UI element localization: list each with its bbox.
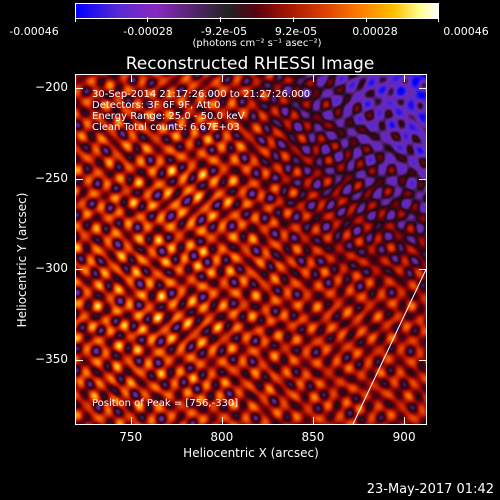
y-tick <box>419 87 427 89</box>
x-tick <box>404 74 406 82</box>
x-tick <box>404 417 406 425</box>
colorbar-label-1: -0.00028 <box>123 25 173 38</box>
colorbar-label-2: -9.2e-05 <box>200 25 248 38</box>
chart-title: Reconstructed RHESSI Image <box>125 54 375 74</box>
x-tick-label: 900 <box>392 430 416 444</box>
annotation-clean: Clean Total counts: 6.67E+03 <box>92 122 240 133</box>
colorbar <box>75 3 439 19</box>
image-plot-area[interactable]: 30-Sep-2014 21:17:26.000 to 21:27:26.000… <box>75 74 427 425</box>
colorbar-label-3: 9.2e-05 <box>274 25 318 38</box>
colorbar-label-5: 0.00046 <box>443 25 489 38</box>
colorbar-units: (photons cm⁻² s⁻¹ asec⁻²) <box>192 38 322 49</box>
x-axis-label: Heliocentric X (arcsec) <box>183 446 319 460</box>
x-tick <box>221 74 223 82</box>
timestamp: 23-May-2017 01:42 <box>366 482 494 497</box>
x-tick <box>312 74 314 82</box>
x-tick-label: 850 <box>301 430 325 444</box>
colorbar-label-4: 0.00028 <box>352 25 398 38</box>
y-tick-label: −300 <box>35 261 68 276</box>
y-tick-label: −250 <box>35 170 68 185</box>
y-tick <box>75 360 83 362</box>
annotation-energy: Energy Range: 25.0 - 50.0 keV <box>92 111 245 122</box>
y-tick-label: −350 <box>35 352 68 367</box>
y-tick <box>75 87 83 89</box>
x-tick <box>312 417 314 425</box>
y-tick <box>75 178 83 180</box>
x-tick-label: 750 <box>119 430 143 444</box>
y-tick-label: −200 <box>35 79 68 94</box>
x-tick <box>130 74 132 82</box>
y-tick <box>419 269 427 271</box>
solar-limb-line <box>352 269 426 424</box>
annotation-peak: Position of Peak = [756,-330] <box>92 398 239 409</box>
x-tick <box>221 417 223 425</box>
annotation-detectors: Detectors: 3F 6F 9F, Att 0 <box>92 100 221 111</box>
y-axis-label: Heliocentric Y (arcsec) <box>15 192 29 328</box>
annotation-time: 30-Sep-2014 21:17:26.000 to 21:27:26.000 <box>92 89 311 100</box>
y-tick <box>419 360 427 362</box>
colorbar-label-0: -0.00046 <box>9 25 59 38</box>
y-tick <box>419 178 427 180</box>
x-tick <box>130 417 132 425</box>
y-tick <box>75 269 83 271</box>
heatmap-image <box>76 75 426 424</box>
x-tick-label: 800 <box>210 430 234 444</box>
